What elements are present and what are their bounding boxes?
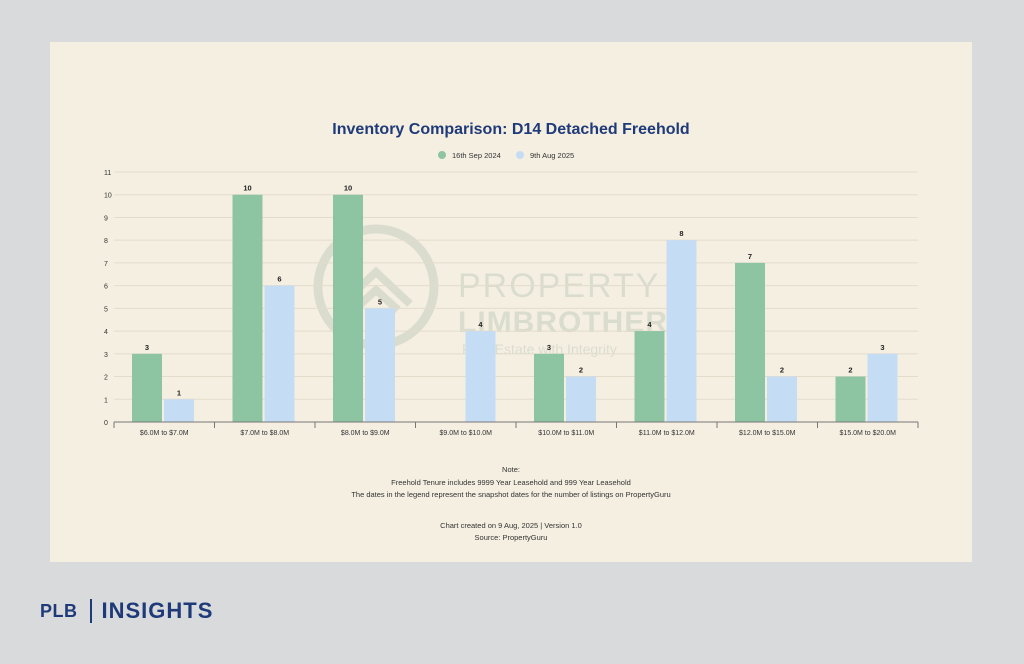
bar-value-label: 2 [579,366,583,375]
x-axis: $6.0M to $7.0M $7.0M to $8.0M $8.0M to $9.… [113,421,919,437]
y-tick-label: 1 [104,397,108,404]
chart-plot: PROPERTY LIMBROTHERS Real Estate with In… [104,151,919,437]
x-tick-label: $10.0M to $11.0M [538,430,594,437]
bar [465,331,496,422]
y-tick-label: 10 [104,193,112,200]
plb-insights-logo: PLB INSIGHTS [40,596,213,626]
chart-title: Inventory Comparison: D14 Detached Freeh… [332,121,690,138]
bar-value-label: 8 [679,229,683,238]
source-text: Source: PropertyGuru [474,533,548,542]
chart-created-text: Chart created on 9 Aug, 2025 | Version 1… [440,521,582,530]
logo-divider [89,599,92,623]
y-tick-label: 7 [104,261,108,268]
bar-value-label: 2 [780,366,784,375]
bar [534,353,564,422]
bar-value-label: 7 [748,252,752,261]
chart-legend: 16th Sep 2024 9th Aug 2025 [438,151,574,160]
x-tick-label: $6.0M to $7.0M [140,430,189,437]
bar [164,399,194,422]
bar-value-label: 10 [243,184,251,193]
bar-value-label: 4 [647,320,652,329]
bar [735,262,765,422]
x-tick-label: $11.0M to $12.0M [639,430,695,437]
y-tick-label: 2 [104,375,108,382]
x-tick-label: $15.0M to $20.0M [840,430,897,437]
x-tick-label: $8.0M to $9.0M [341,430,390,437]
note-line-1: Freehold Tenure includes 9999 Year Lease… [391,478,631,487]
y-tick-label: 6 [104,284,108,291]
bar-value-label: 4 [478,320,483,329]
chart-bars: 3 1 10 6 10 5 4 3 2 4 8 7 2 2 3 [132,184,898,422]
bar [634,331,665,422]
watermark-line3: Real Estate with Integrity [462,341,617,357]
y-tick-label: 0 [104,420,108,427]
y-axis: 0 1 2 3 4 5 6 7 8 9 10 11 [104,170,112,427]
y-tick-label: 9 [104,215,108,222]
note-heading: Note: [502,465,520,474]
bar [566,376,596,422]
bar [666,240,697,422]
bar-value-label: 5 [378,297,382,306]
bar [767,376,797,422]
bar [867,353,898,422]
bar-value-label: 1 [177,388,181,397]
bar [132,353,162,422]
legend-label: 9th Aug 2025 [530,151,574,160]
bar [333,194,363,422]
bar-value-label: 3 [880,343,884,352]
y-tick-label: 8 [104,238,108,245]
bar-value-label: 3 [145,343,149,352]
logo-section: INSIGHTS [101,598,214,623]
legend-swatch [516,151,524,159]
y-tick-label: 3 [104,352,108,359]
bar [365,308,395,422]
y-tick-label: 4 [104,329,108,336]
logo-brand: PLB [40,600,78,621]
y-tick-label: 5 [104,306,108,313]
bar-value-label: 3 [547,343,551,352]
bar [264,285,295,422]
bar [835,376,866,422]
x-tick-label: $9.0M to $10.0M [439,430,492,437]
chart-card: PROPERTY LIMBROTHERS Real Estate with In… [50,42,972,562]
bar-value-label: 10 [344,184,352,193]
x-tick-label: $7.0M to $8.0M [240,430,289,437]
bar-value-label: 6 [277,275,281,284]
note-line-2: The dates in the legend represent the sn… [351,490,671,499]
bar [232,194,263,422]
x-tick-label: $12.0M to $15.0M [739,430,796,437]
legend-swatch [438,151,446,159]
y-tick-label: 11 [104,170,111,177]
legend-label: 16th Sep 2024 [452,151,501,160]
bar-value-label: 2 [848,366,852,375]
